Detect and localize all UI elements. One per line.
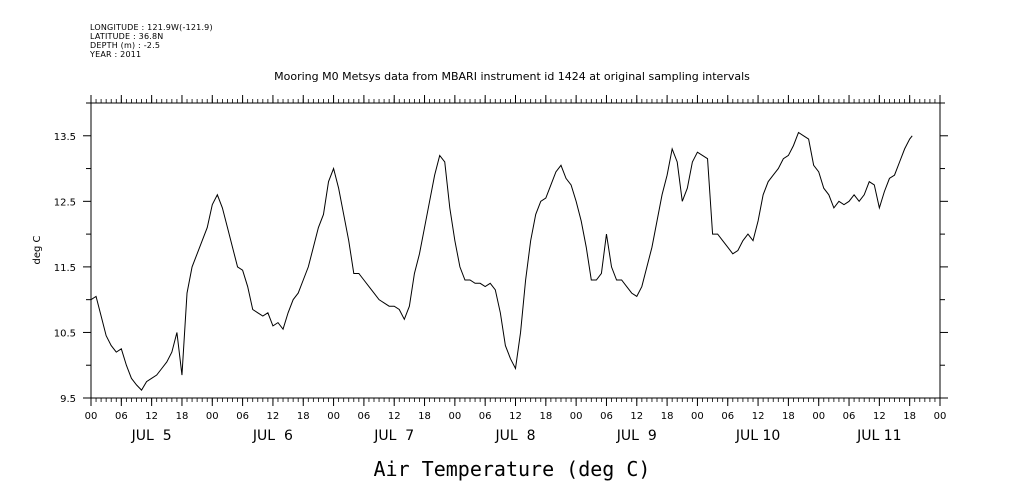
x-tick-label: 00: [85, 411, 98, 422]
air-temperature-line: [90, 131, 913, 391]
x-tick-label: 06: [600, 411, 613, 422]
day-label: JUL 11: [856, 428, 901, 444]
y-tick-labels: 9.5 10.5 11.5 12.5 13.5: [54, 132, 76, 405]
x-tick-label: 12: [267, 411, 280, 422]
x-tick-label: 00: [206, 411, 219, 422]
x-tick-label: 12: [145, 411, 158, 422]
y-tick-label: 13.5: [54, 132, 76, 143]
x-tick-label: 06: [115, 411, 128, 422]
depth-label: DEPTH (m) : -2.5: [90, 41, 161, 50]
x-tick-labels: 00 06 12 18 00 06 12 18 00 06 12 18 00 06 12 18 00 06 12 18…: [85, 411, 947, 422]
x-tick-label: 12: [509, 411, 522, 422]
x-tick-label: 06: [843, 411, 856, 422]
day-label: JUL 10: [735, 428, 780, 444]
x-tick-label: 18: [661, 411, 674, 422]
y-tick-label: 9.5: [60, 394, 76, 405]
x-major-ticks: [90, 95, 941, 406]
day-label: JUL 7: [373, 428, 414, 444]
x-tick-label: 06: [236, 411, 249, 422]
chart-title: Mooring M0 Metsys data from MBARI instru…: [274, 70, 750, 83]
day-label: JUL 5: [131, 428, 172, 444]
day-label: JUL 9: [616, 428, 657, 444]
x-tick-label: 12: [630, 411, 643, 422]
x-tick-label: 18: [176, 411, 189, 422]
x-tick-label: 18: [297, 411, 310, 422]
y-tick-label: 10.5: [54, 328, 76, 339]
year-label: YEAR : 2011: [90, 50, 142, 59]
day-label: JUL 8: [495, 428, 536, 444]
day-labels: JUL 5 JUL 6 JUL 7 JUL 8 JUL 9 JUL 10 JUL 11: [131, 428, 902, 444]
x-tick-label: 18: [539, 411, 552, 422]
x-minor-ticks: [90, 99, 941, 402]
x-tick-label: 06: [721, 411, 734, 422]
longitude-label: LONGITUDE : 121.9W(-121.9): [90, 23, 213, 32]
y-tick-label: 11.5: [54, 263, 76, 274]
x-tick-label: 00: [570, 411, 583, 422]
day-label: JUL 6: [252, 428, 293, 444]
x-tick-label: 00: [691, 411, 704, 422]
y-tick-label: 12.5: [54, 197, 76, 208]
plot-frame: [90, 102, 941, 399]
y-axis-label: deg C: [32, 235, 43, 264]
y-ticks: [83, 102, 948, 399]
x-tick-label: 18: [782, 411, 795, 422]
x-tick-label: 18: [903, 411, 916, 422]
x-tick-label: 00: [934, 411, 947, 422]
x-tick-label: 06: [358, 411, 371, 422]
x-tick-label: 00: [327, 411, 340, 422]
x-tick-label: 18: [418, 411, 431, 422]
x-axis-label: Air Temperature (deg C): [374, 457, 651, 481]
latitude-label: LATITUDE : 36.8N: [90, 32, 164, 41]
x-tick-label: 00: [448, 411, 461, 422]
x-tick-label: 06: [479, 411, 492, 422]
x-tick-label: 12: [873, 411, 886, 422]
x-tick-label: 00: [812, 411, 825, 422]
x-tick-label: 12: [388, 411, 401, 422]
x-tick-label: 12: [752, 411, 765, 422]
